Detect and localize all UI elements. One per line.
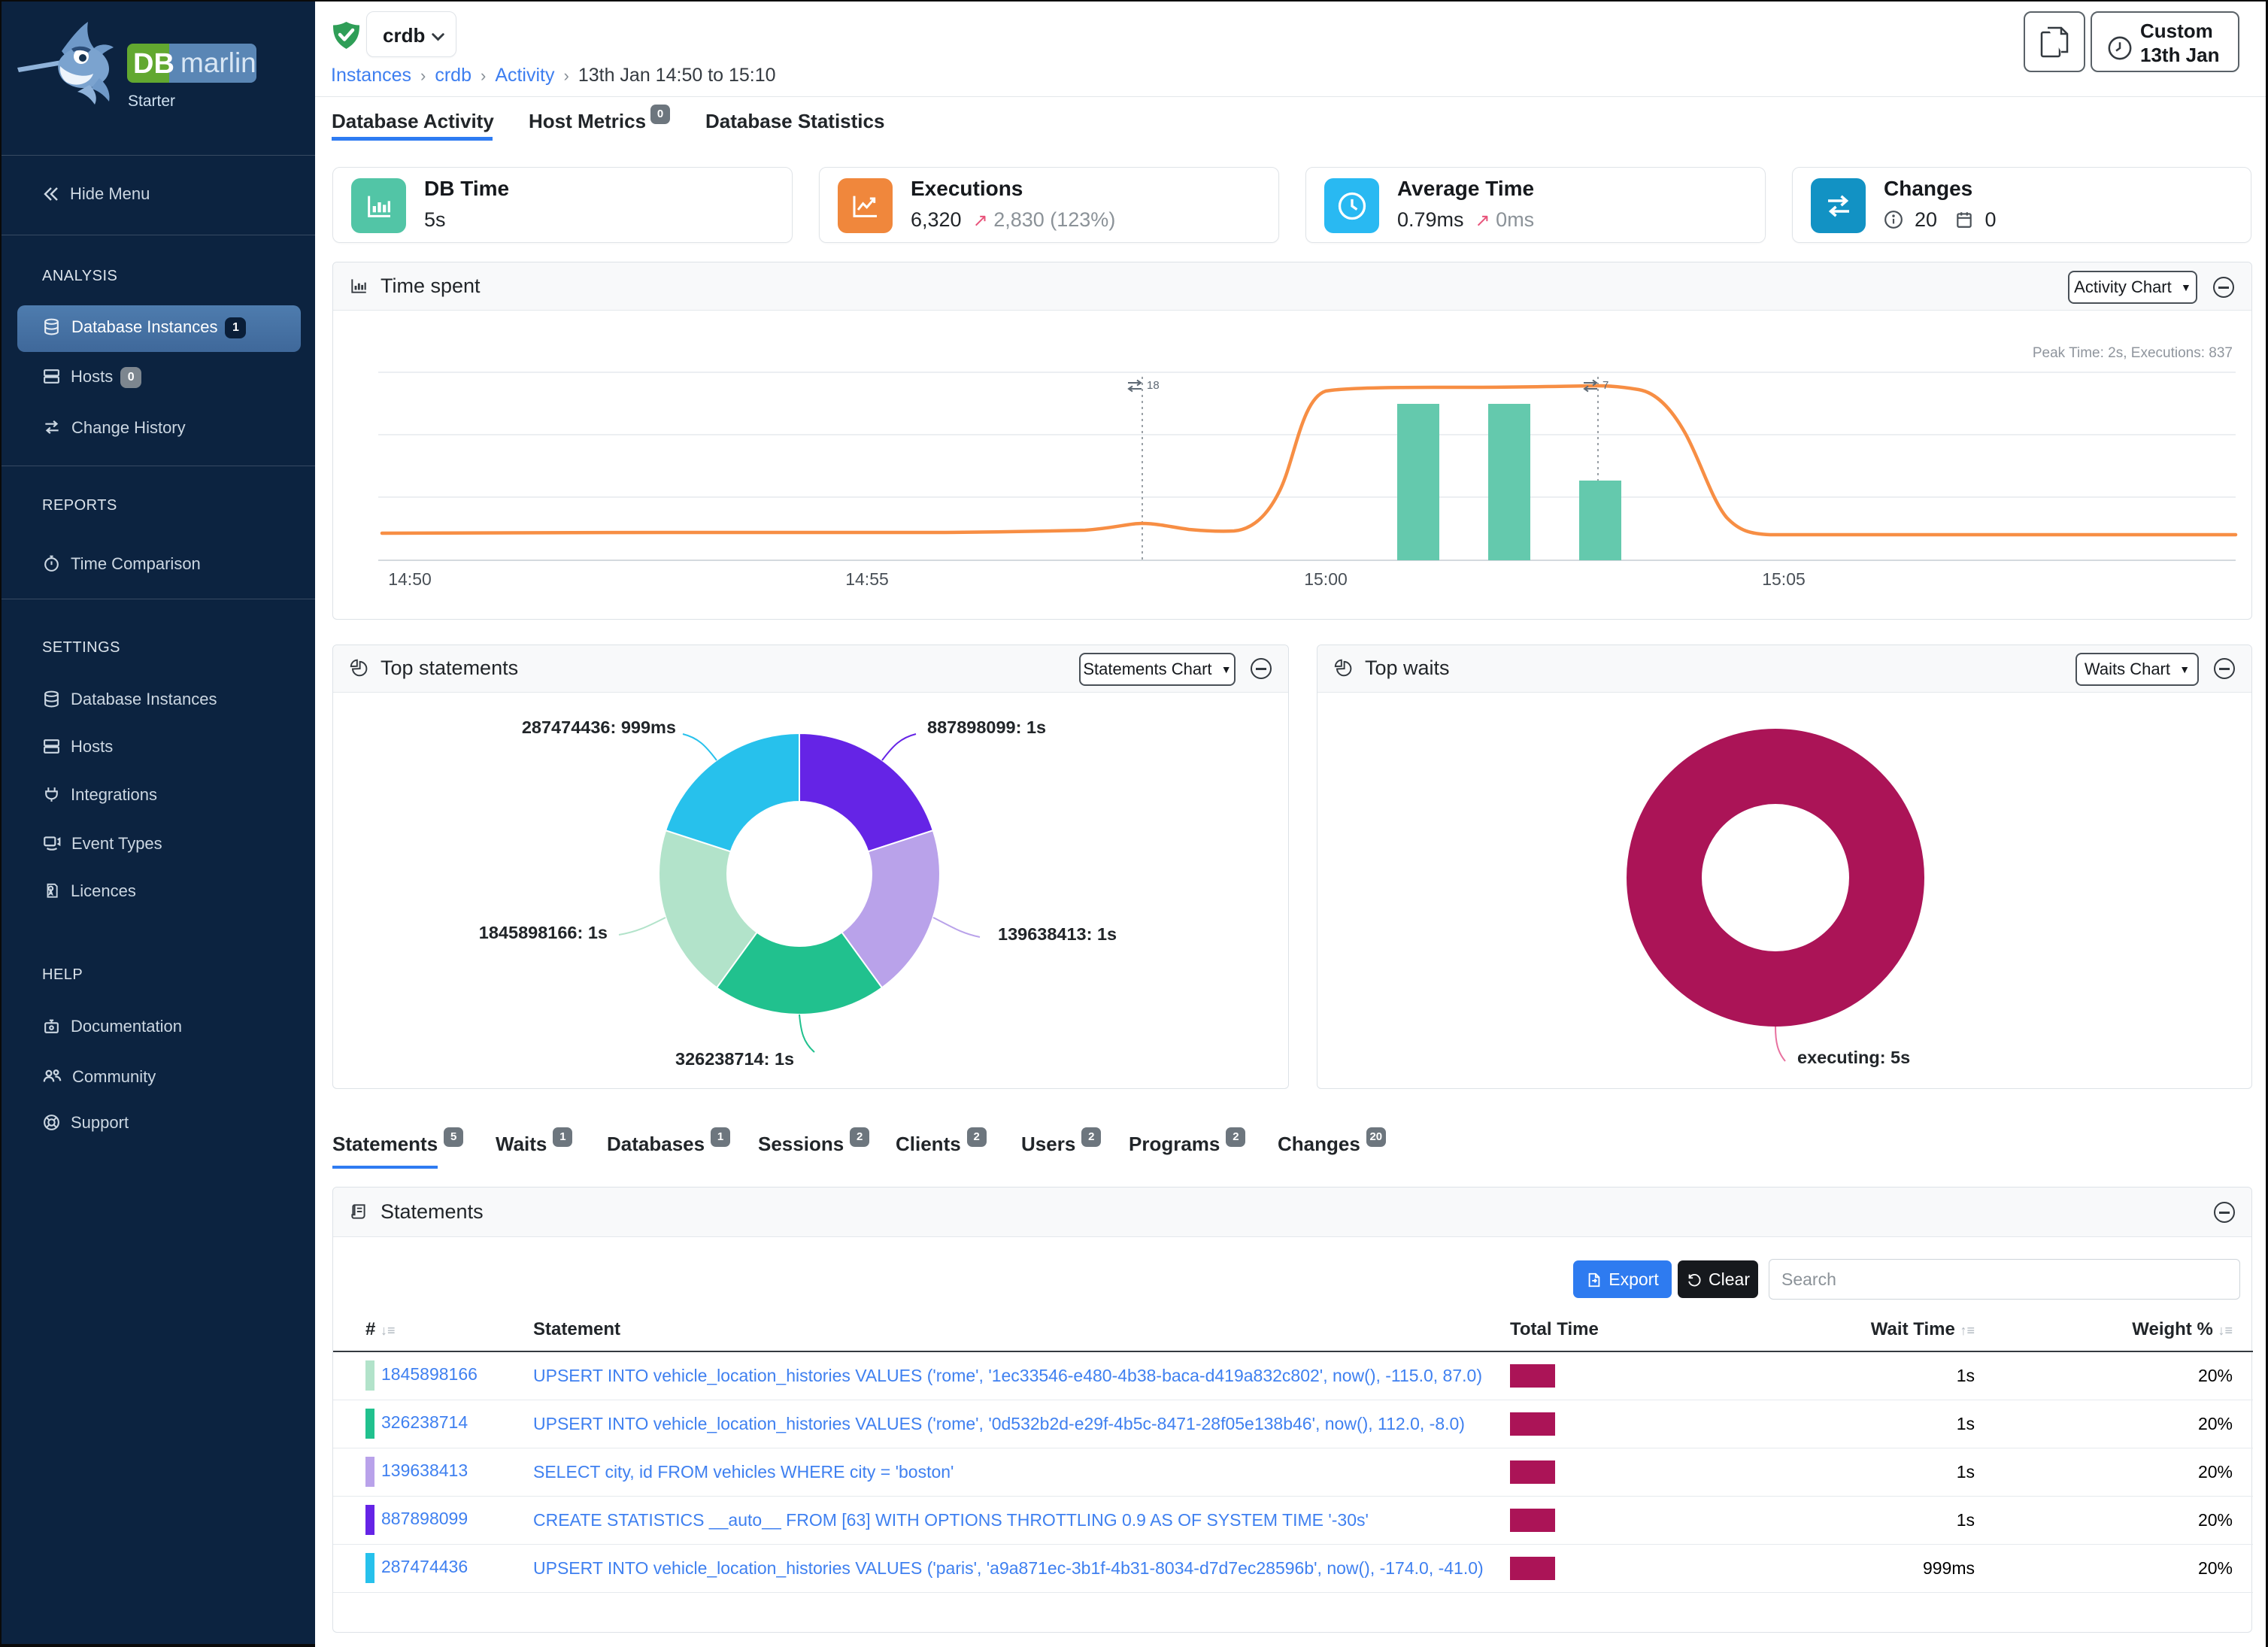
svg-text:887898099: 1s: 887898099: 1s [927, 717, 1046, 737]
svg-text:Peak Time: 2s, Executions: 837: Peak Time: 2s, Executions: 837 [2033, 345, 2233, 361]
svg-text:executing: 5s: executing: 5s [1797, 1048, 1910, 1067]
svg-text:marlin: marlin [180, 47, 256, 78]
svg-text:15:05: 15:05 [1762, 569, 1806, 589]
svg-text:326238714: 1s: 326238714: 1s [675, 1049, 794, 1069]
svg-text:18: 18 [1147, 379, 1160, 392]
svg-text:15:00: 15:00 [1304, 569, 1348, 589]
svg-text:DB: DB [133, 48, 174, 80]
svg-text:1845898166: 1s: 1845898166: 1s [479, 923, 608, 942]
svg-text:14:50: 14:50 [388, 569, 432, 589]
svg-text:139638413: 1s: 139638413: 1s [998, 924, 1117, 944]
svg-text:287474436: 999ms: 287474436: 999ms [522, 717, 676, 737]
svg-text:Starter: Starter [128, 93, 175, 110]
svg-text:7: 7 [1602, 379, 1609, 392]
svg-text:14:55: 14:55 [845, 569, 889, 589]
